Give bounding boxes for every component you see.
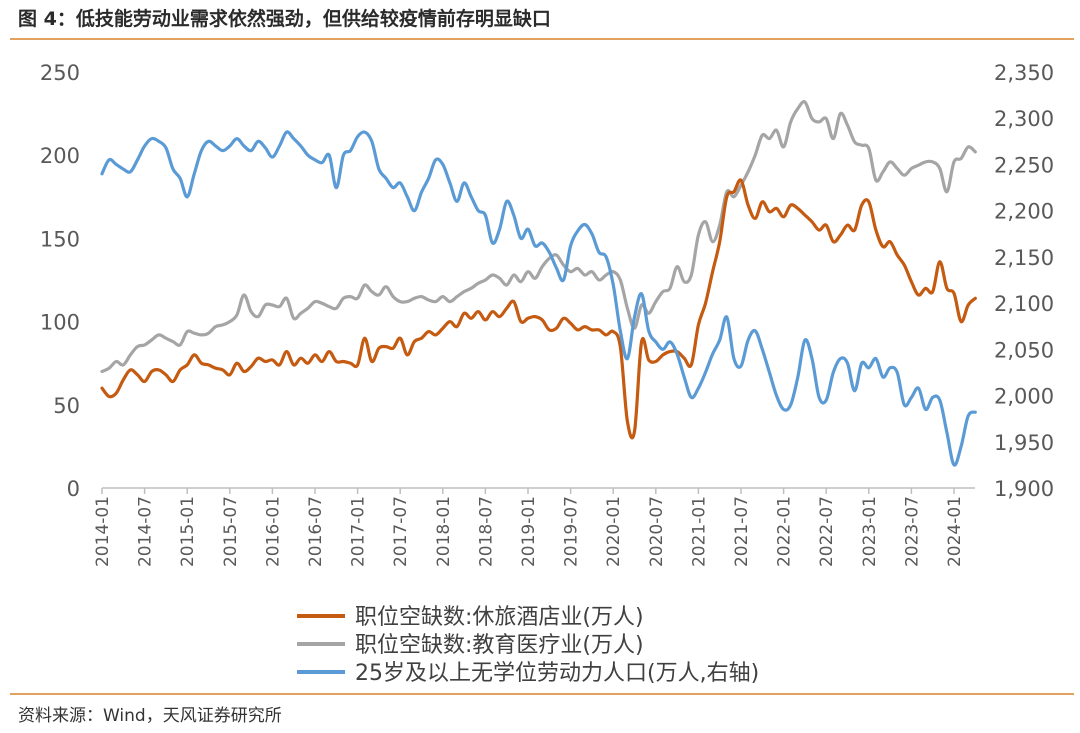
legend-label: 职位空缺数:教育医疗业(万人) (355, 633, 644, 658)
x-tick-label: 2019-07 (562, 496, 582, 567)
left-tick-label: 0 (67, 477, 80, 501)
x-tick-label: 2016-01 (263, 496, 283, 567)
right-tick-label: 1,950 (994, 431, 1054, 455)
footer-divider (10, 693, 1074, 695)
right-tick-label: 2,050 (994, 338, 1054, 362)
x-tick-label: 2022-01 (775, 496, 795, 567)
series-line-1 (100, 178, 977, 440)
right-tick-label: 2,200 (994, 200, 1054, 224)
right-tick-label: 2,100 (994, 292, 1054, 316)
x-tick-label: 2018-01 (434, 496, 454, 567)
x-tick-label: 2019-01 (519, 496, 539, 567)
x-tick-label: 2017-01 (349, 496, 369, 567)
right-tick-label: 2,350 (994, 61, 1054, 85)
right-tick-label: 2,150 (994, 246, 1054, 270)
left-tick-label: 250 (40, 61, 80, 85)
title-divider (10, 38, 1074, 40)
x-tick-label: 2023-01 (860, 496, 880, 567)
right-axis-tick-labels: 1,900 1,950 2,000 2,050 2,100 2,150 2,200 2,250… (994, 61, 1054, 501)
x-tick-label: 2015-01 (178, 496, 198, 567)
x-tick-label: 2023-07 (902, 496, 922, 567)
x-tick-label: 2021-01 (689, 496, 709, 567)
legend-label: 职位空缺数:休旅酒店业(万人) (355, 605, 644, 630)
x-tick-label: 2020-07 (647, 496, 667, 567)
source-note: 资料来源：Wind，天风证券研究所 (18, 706, 282, 726)
right-tick-label: 2,250 (994, 153, 1054, 177)
x-tick-label: 2015-07 (221, 496, 241, 567)
x-tick-label: 2020-01 (604, 496, 624, 567)
x-tick-label: 2016-07 (306, 496, 326, 567)
left-tick-label: 150 (40, 227, 80, 251)
x-axis: 2014-01 2014-07 2015-01 2015-07 2016-01 2016-… (93, 487, 975, 567)
x-tick-label: 2014-07 (136, 496, 156, 567)
x-tick-label: 2018-07 (476, 496, 496, 567)
x-tick-label: 2021-07 (732, 496, 752, 567)
legend: 职位空缺数:休旅酒店业(万人) 职位空缺数:教育医疗业(万人) 25岁及以上无学位劳… (297, 605, 759, 686)
x-tick-label: 2022-07 (817, 496, 837, 567)
x-tick-label: 2017-07 (391, 496, 411, 567)
series-lines (100, 100, 977, 467)
line-chart: 0 50 100 150 200 250 1,900 1,950 2,000 2,050 2,10… (40, 61, 1054, 686)
right-tick-label: 1,900 (994, 477, 1054, 501)
left-axis-tick-labels: 0 50 100 150 200 250 (40, 61, 80, 501)
left-tick-label: 200 (40, 144, 80, 168)
right-tick-label: 2,000 (994, 385, 1054, 409)
left-tick-label: 100 (40, 311, 80, 335)
series-line-3 (100, 130, 977, 467)
x-tick-label: 2014-01 (93, 496, 113, 567)
right-tick-label: 2,300 (994, 107, 1054, 131)
left-tick-label: 50 (53, 394, 80, 418)
series-line-2 (100, 100, 977, 374)
x-tick-label: 2024-01 (945, 496, 965, 567)
legend-label: 25岁及以上无学位劳动力人口(万人,右轴) (355, 661, 759, 686)
chart-title: 图 4：低技能劳动业需求依然强劲，但供给较疫情前存明显缺口 (18, 8, 551, 30)
